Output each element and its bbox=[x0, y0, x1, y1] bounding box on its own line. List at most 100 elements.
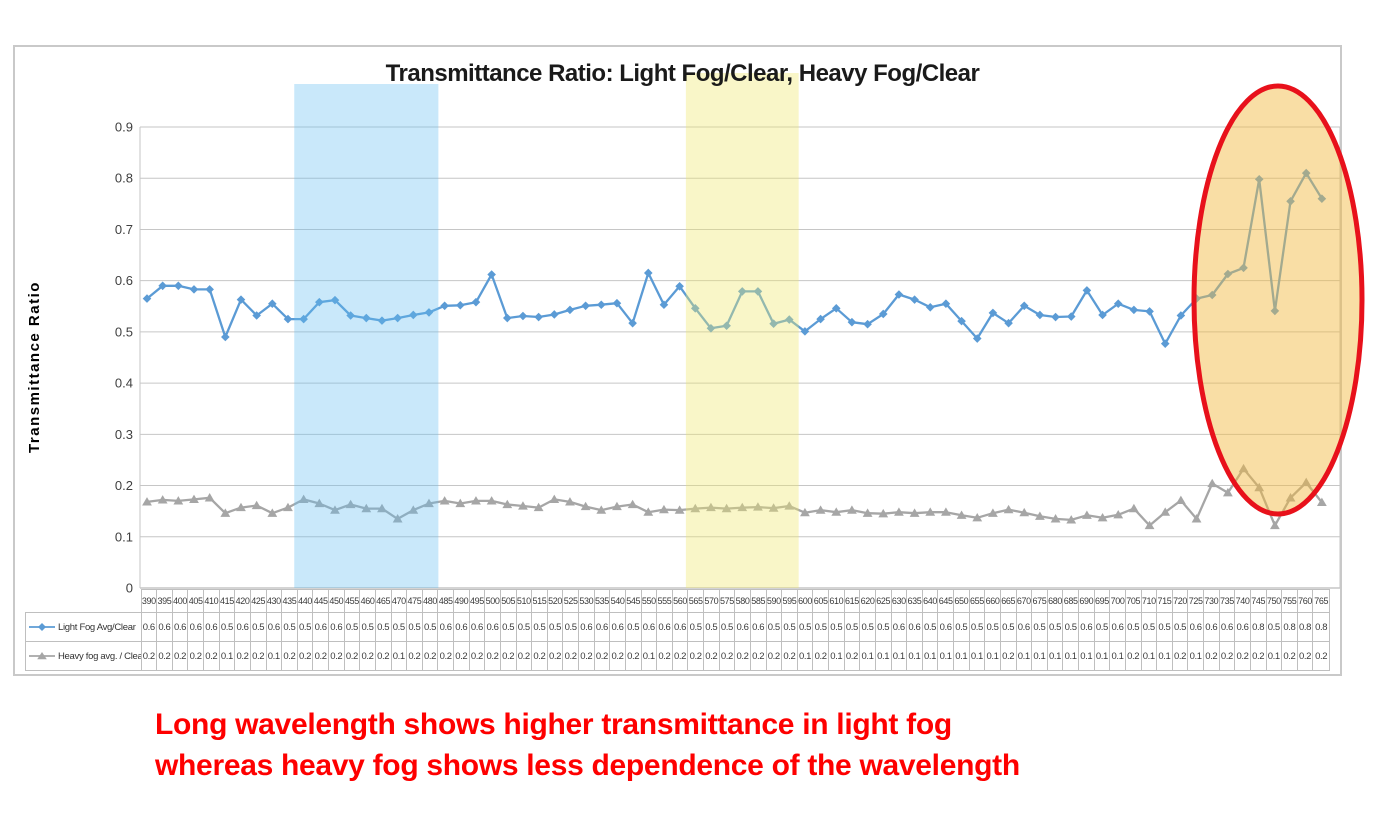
light-fog-legend-icon bbox=[29, 622, 55, 632]
data-point-marker bbox=[769, 319, 778, 328]
data-point-marker bbox=[847, 505, 857, 514]
table-value-cell: 0.6 bbox=[578, 612, 595, 642]
data-point-marker bbox=[722, 321, 731, 331]
wavelength-header-cell: 690 bbox=[1078, 589, 1095, 613]
data-point-marker bbox=[174, 281, 183, 291]
y-tick-label: 0.1 bbox=[115, 529, 133, 544]
table-value-cell: 0.5 bbox=[968, 612, 986, 642]
wavelength-header-cell: 505 bbox=[499, 589, 517, 613]
chart-frame bbox=[13, 45, 1342, 676]
wavelength-header-cell: 760 bbox=[1296, 589, 1314, 613]
y-tick-label: 0.6 bbox=[115, 273, 133, 288]
data-point-marker bbox=[502, 313, 512, 323]
wavelength-header-cell: 530 bbox=[578, 589, 595, 613]
wavelength-header-cell: 550 bbox=[640, 589, 658, 613]
data-point-marker bbox=[1113, 509, 1124, 519]
wavelength-header-cell: 430 bbox=[265, 589, 283, 613]
data-point-marker bbox=[690, 503, 701, 513]
data-point-marker bbox=[1082, 286, 1092, 295]
data-point-marker bbox=[784, 501, 795, 510]
wavelength-header-cell: 720 bbox=[1171, 589, 1189, 613]
table-value-cell: 0.1 bbox=[1078, 641, 1095, 671]
wavelength-header-cell: 580 bbox=[734, 589, 751, 613]
data-point-marker bbox=[409, 310, 418, 320]
data-point-marker bbox=[1191, 514, 1202, 523]
table-value-cell: 0.2 bbox=[249, 641, 267, 671]
wavelength-header-cell: 590 bbox=[765, 589, 783, 613]
table-value-cell: 0.5 bbox=[499, 612, 517, 642]
table-value-cell: 0.5 bbox=[1031, 612, 1048, 642]
data-point-marker bbox=[878, 508, 889, 518]
table-value-cell: 0.5 bbox=[374, 612, 392, 642]
wavelength-header-cell: 415 bbox=[218, 589, 236, 613]
data-point-marker bbox=[1145, 307, 1154, 316]
table-value-cell: 0.2 bbox=[1234, 641, 1251, 671]
wavelength-header-cell: 510 bbox=[515, 589, 533, 613]
table-value-cell: 0.6 bbox=[734, 612, 751, 642]
data-point-marker bbox=[1035, 511, 1045, 520]
data-point-marker bbox=[988, 308, 998, 318]
legend-label: Heavy fog avg. / Clear bbox=[58, 650, 141, 662]
wavelength-header-cell: 465 bbox=[374, 589, 392, 613]
table-value-cell: 0.6 bbox=[749, 612, 767, 642]
table-value-cell: 0.6 bbox=[1109, 612, 1126, 642]
data-point-marker bbox=[361, 503, 372, 513]
data-point-marker bbox=[565, 497, 575, 506]
wavelength-header-cell: 685 bbox=[1062, 589, 1079, 613]
data-point-marker bbox=[424, 498, 434, 508]
table-value-cell: 0.6 bbox=[437, 612, 454, 642]
data-point-marker bbox=[815, 505, 826, 514]
wavelength-header-cell: 665 bbox=[999, 589, 1017, 613]
table-value-cell: 0.1 bbox=[1156, 641, 1173, 671]
data-point-marker bbox=[299, 314, 308, 324]
data-point-marker bbox=[1176, 311, 1186, 320]
table-value-cell: 0.5 bbox=[218, 612, 236, 642]
wavelength-header-cell: 420 bbox=[234, 589, 251, 613]
wavelength-header-cell: 675 bbox=[1031, 589, 1048, 613]
data-point-marker bbox=[925, 507, 936, 516]
data-point-marker bbox=[831, 507, 842, 516]
data-point-marker bbox=[471, 297, 481, 307]
data-point-marker bbox=[1239, 263, 1248, 273]
data-point-marker bbox=[1301, 477, 1312, 487]
wavelength-header-cell: 670 bbox=[1015, 589, 1033, 613]
wavelength-header-cell: 625 bbox=[874, 589, 892, 613]
table-value-cell: 0.1 bbox=[1031, 641, 1048, 671]
data-point-marker bbox=[941, 507, 951, 516]
light-fog-series bbox=[142, 168, 1327, 348]
table-value-cell: 0.2 bbox=[296, 641, 314, 671]
data-point-marker bbox=[674, 505, 685, 514]
table-value-cell: 0.6 bbox=[1218, 612, 1236, 642]
data-point-marker bbox=[659, 300, 669, 310]
gridlines bbox=[139, 126, 1341, 589]
data-point-marker bbox=[941, 299, 951, 309]
wavelength-header-cell: 525 bbox=[562, 589, 579, 613]
table-value-cell: 0.1 bbox=[265, 641, 283, 671]
wavelength-header-cell: 680 bbox=[1046, 589, 1064, 613]
y-tick-label: 0.5 bbox=[115, 324, 133, 339]
data-point-marker bbox=[1035, 310, 1045, 320]
data-point-marker bbox=[596, 505, 607, 514]
wavelength-header-cell: 615 bbox=[843, 589, 861, 613]
table-value-cell: 0.5 bbox=[296, 612, 314, 642]
table-value-cell: 0.1 bbox=[1046, 641, 1064, 671]
table-value-cell: 0.1 bbox=[1140, 641, 1158, 671]
data-point-marker bbox=[675, 282, 684, 291]
data-point-marker bbox=[1301, 168, 1311, 178]
data-point-marker bbox=[236, 295, 246, 304]
table-value-cell: 0.2 bbox=[812, 641, 829, 671]
table-value-cell: 0.2 bbox=[578, 641, 595, 671]
table-value-cell: 0.2 bbox=[328, 641, 345, 671]
data-point-marker bbox=[925, 303, 935, 312]
light-fog-table-row: Light Fog Avg/Clear 0.6 0.6 0.6 0.6 0.6 0.5 0.6… bbox=[25, 612, 1330, 642]
data-point-marker bbox=[565, 305, 575, 315]
table-value-cell: 0.5 bbox=[874, 612, 892, 642]
table-value-cell: 0.2 bbox=[234, 641, 251, 671]
table-value-cell: 0.5 bbox=[921, 612, 939, 642]
table-value-cell: 0.5 bbox=[249, 612, 267, 642]
heavy-fog-legend-icon bbox=[29, 651, 55, 661]
wavelength-header-cell: 630 bbox=[890, 589, 908, 613]
wavelength-header-cell: 745 bbox=[1249, 589, 1267, 613]
wavelength-header-cell: 565 bbox=[687, 589, 704, 613]
table-value-cell: 0.1 bbox=[796, 641, 814, 671]
